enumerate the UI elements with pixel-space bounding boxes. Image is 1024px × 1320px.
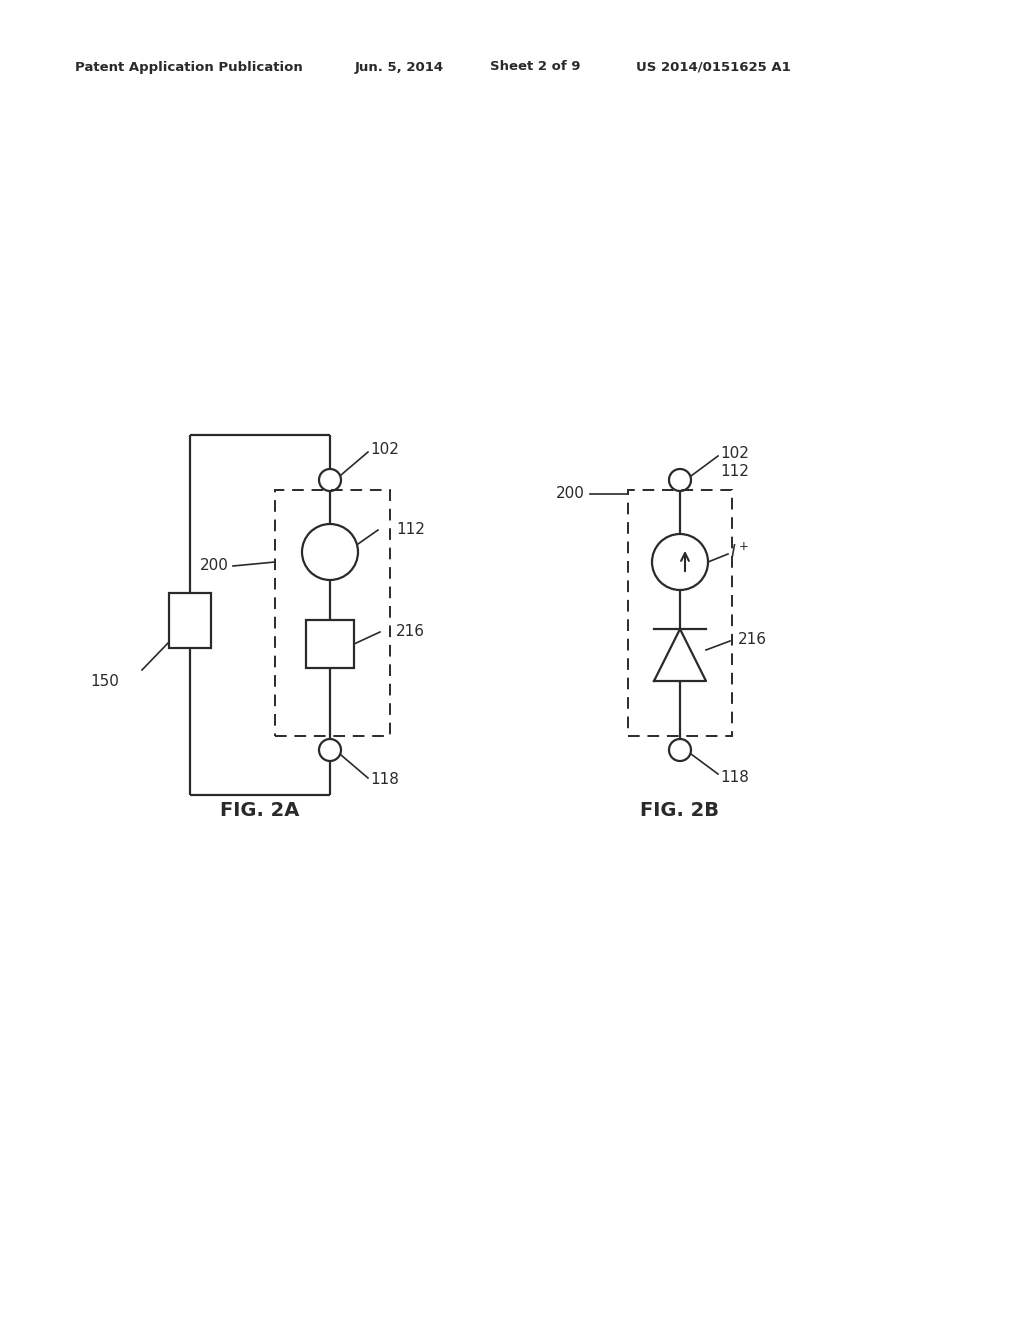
Text: 118: 118: [720, 771, 749, 785]
Text: 112: 112: [720, 465, 749, 479]
Text: 118: 118: [370, 772, 399, 788]
Text: 102: 102: [720, 446, 749, 462]
Text: 102: 102: [370, 442, 399, 458]
Bar: [306, 620, 354, 668]
Text: 200: 200: [556, 487, 585, 502]
Text: $\mathit{I}^+$: $\mathit{I}^+$: [730, 543, 749, 561]
Text: FIG. 2B: FIG. 2B: [640, 800, 720, 820]
Text: Sheet 2 of 9: Sheet 2 of 9: [490, 61, 581, 74]
Text: Patent Application Publication: Patent Application Publication: [75, 61, 303, 74]
Text: 112: 112: [396, 523, 425, 537]
Text: 216: 216: [738, 631, 767, 647]
Bar: [628, 490, 732, 737]
Text: 200: 200: [200, 558, 229, 573]
Text: Jun. 5, 2014: Jun. 5, 2014: [355, 61, 444, 74]
Text: FIG. 2A: FIG. 2A: [220, 800, 300, 820]
Bar: [169, 593, 211, 648]
Text: US 2014/0151625 A1: US 2014/0151625 A1: [636, 61, 791, 74]
Bar: [275, 490, 390, 737]
Text: 150: 150: [90, 675, 119, 689]
Text: 216: 216: [396, 624, 425, 639]
